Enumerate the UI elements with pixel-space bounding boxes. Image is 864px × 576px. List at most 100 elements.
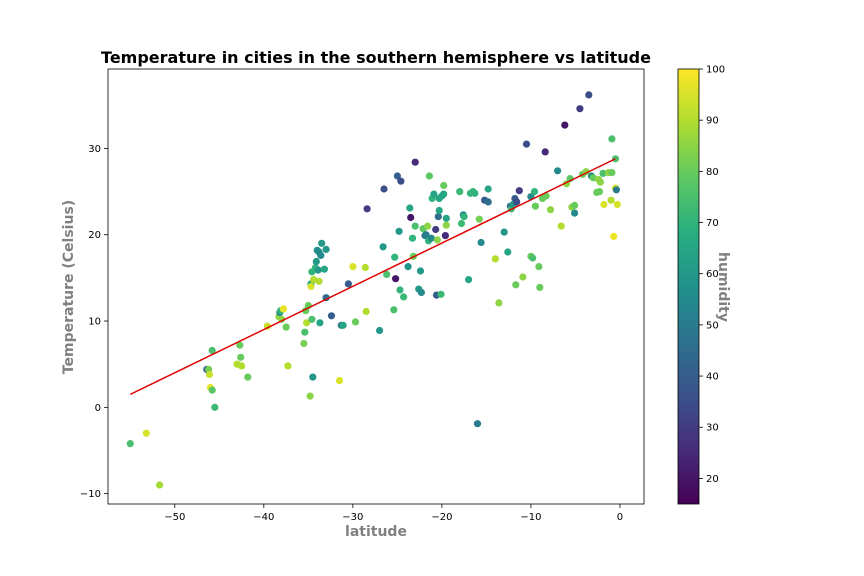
data-point (314, 266, 322, 274)
data-point (425, 172, 433, 180)
data-point (546, 206, 555, 214)
data-point (361, 263, 369, 272)
data-point (475, 215, 483, 223)
data-point (442, 221, 450, 229)
data-point (585, 91, 593, 99)
y-axis-label: Temperature (Celsius) (61, 200, 77, 374)
chart-title: Temperature in cities in the southern he… (101, 48, 651, 67)
data-point (427, 234, 435, 242)
data-point (407, 213, 415, 222)
data-point (380, 185, 388, 193)
data-point (530, 188, 539, 196)
colorbar-tick-label: 30 (706, 423, 719, 434)
data-point (238, 362, 246, 370)
colorbar-tick-label: 90 (706, 116, 719, 127)
data-point (339, 321, 347, 329)
data-point (279, 305, 287, 313)
data-point (392, 275, 400, 283)
data-point (500, 228, 508, 236)
data-point (432, 225, 440, 234)
data-point (460, 213, 468, 221)
data-point (237, 353, 245, 361)
data-point (571, 201, 579, 209)
data-point (442, 214, 450, 222)
colorbar-tick-label: 40 (706, 372, 719, 383)
colorbar-tick-label: 70 (706, 218, 719, 229)
plot-area (108, 69, 644, 504)
x-tick-label: −50 (164, 512, 185, 523)
data-point (408, 234, 417, 242)
colorbar-tick-label: 60 (706, 269, 719, 280)
data-point (557, 222, 565, 230)
data-point (284, 362, 292, 370)
data-point (435, 206, 443, 215)
data-point (484, 198, 492, 206)
data-point (515, 187, 523, 195)
data-point (512, 281, 520, 289)
x-tick-label: −40 (253, 512, 274, 523)
data-point (434, 213, 442, 221)
points-layer (126, 91, 621, 489)
colorbar-tick-label: 20 (706, 474, 719, 485)
data-point (416, 267, 425, 275)
data-point (309, 373, 317, 381)
data-point (379, 243, 387, 251)
data-point (301, 328, 309, 336)
data-point (554, 167, 562, 175)
y-tick-label: 10 (88, 317, 101, 328)
data-point (529, 254, 537, 262)
data-point (363, 205, 371, 213)
data-point (404, 263, 412, 271)
data-point (208, 386, 216, 394)
data-point (208, 346, 216, 354)
data-point (308, 315, 316, 323)
data-point (535, 263, 543, 271)
data-point (126, 440, 134, 448)
data-point (536, 283, 544, 291)
y-axis-ticks: −10 0 10 20 30 (80, 144, 108, 500)
data-point (613, 200, 621, 209)
data-point (335, 377, 344, 385)
data-point (504, 248, 512, 256)
data-point (282, 323, 290, 331)
data-point (465, 276, 473, 284)
data-point (400, 293, 408, 301)
data-point (495, 299, 503, 307)
data-point (571, 209, 579, 217)
data-point (376, 326, 384, 335)
data-point (541, 148, 549, 156)
data-point (391, 253, 399, 261)
x-axis-ticks: −50 −40 −30 −20 −10 0 (164, 504, 623, 523)
data-point (595, 188, 604, 196)
data-point (351, 318, 360, 326)
data-point (349, 263, 357, 271)
data-point (411, 158, 419, 166)
x-tick-label: −10 (520, 512, 541, 523)
colorbar-tick-label: 50 (706, 320, 719, 331)
data-point (607, 196, 615, 204)
data-point (424, 222, 432, 230)
data-point (300, 339, 308, 348)
y-tick-label: 30 (88, 144, 101, 155)
colorbar-tick-label: 100 (706, 65, 725, 76)
data-point (205, 370, 214, 379)
data-point (315, 277, 323, 285)
data-point (437, 290, 445, 298)
data-point (397, 177, 405, 185)
colorbar-label: humidity (715, 252, 731, 322)
data-point (317, 251, 325, 259)
data-point (156, 481, 164, 489)
data-point (484, 185, 492, 193)
data-point (406, 204, 414, 212)
data-point (411, 222, 419, 230)
data-point (316, 319, 324, 327)
data-point (142, 429, 150, 437)
data-point (395, 227, 403, 235)
data-point (440, 190, 448, 198)
data-point (430, 190, 438, 198)
data-point (576, 105, 584, 113)
data-point (318, 239, 326, 247)
data-point (608, 169, 616, 177)
data-point (244, 373, 252, 381)
